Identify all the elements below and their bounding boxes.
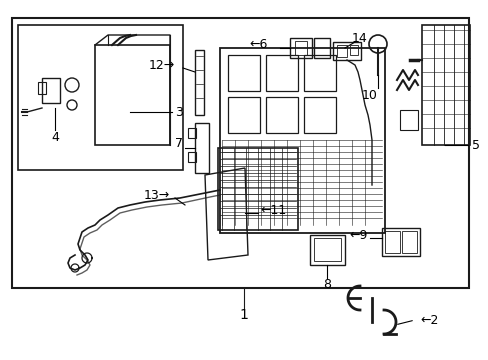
Bar	[218, 148, 297, 230]
Text: 5: 5	[471, 139, 479, 152]
Bar	[313, 238, 340, 261]
Text: ←9: ←9	[349, 229, 367, 242]
Bar	[195, 123, 208, 173]
Bar	[289, 38, 311, 58]
Bar	[265, 55, 297, 91]
Text: 10: 10	[361, 89, 377, 102]
Bar	[304, 97, 335, 133]
Bar	[12, 18, 468, 288]
Bar	[95, 45, 170, 145]
Bar	[18, 25, 183, 170]
Bar	[220, 48, 384, 233]
Bar	[294, 41, 306, 55]
Bar	[336, 45, 346, 57]
Bar	[349, 45, 357, 55]
Bar	[309, 235, 345, 265]
Text: 14: 14	[351, 32, 367, 45]
Text: 7: 7	[175, 136, 183, 149]
Bar	[265, 97, 297, 133]
Text: ←6: ←6	[249, 37, 267, 50]
Text: 4: 4	[51, 131, 59, 144]
Bar	[381, 228, 419, 256]
Bar	[313, 38, 329, 58]
Bar	[401, 231, 416, 253]
Bar	[304, 55, 335, 91]
Text: 12→: 12→	[148, 59, 175, 72]
Bar	[332, 42, 360, 60]
Bar	[227, 97, 260, 133]
Text: ←2: ←2	[419, 314, 437, 327]
Bar	[399, 110, 417, 130]
Text: 13→: 13→	[143, 189, 170, 202]
Bar	[187, 152, 196, 162]
Text: 8: 8	[323, 278, 330, 291]
Text: 1: 1	[239, 308, 248, 322]
Bar	[187, 128, 196, 138]
Text: ←11: ←11	[260, 203, 285, 216]
Text: 3: 3	[175, 105, 183, 118]
Bar	[195, 50, 203, 115]
Bar	[421, 25, 469, 145]
Bar	[227, 55, 260, 91]
Bar	[384, 231, 399, 253]
Bar	[42, 78, 60, 103]
Bar	[38, 82, 46, 94]
